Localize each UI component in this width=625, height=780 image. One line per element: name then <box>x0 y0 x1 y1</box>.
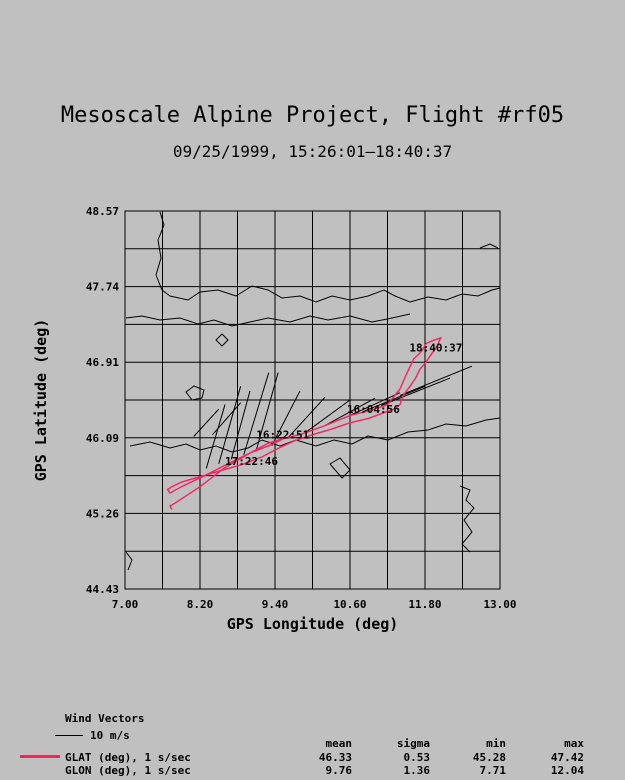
coastline-lake <box>185 385 205 401</box>
wind-vector <box>255 372 279 451</box>
y-tick-label: 48.57 <box>86 205 119 218</box>
plot-frame <box>124 210 501 590</box>
glat-sigma: 0.53 <box>403 751 431 764</box>
coastline-lake-north <box>125 313 411 327</box>
y-axis-label: GPS Latitude (deg) <box>32 319 50 482</box>
wind-vector <box>230 390 251 460</box>
wind-vector <box>362 385 426 413</box>
x-tick-label: 10.60 <box>333 598 366 611</box>
coastline-outlines <box>125 211 501 571</box>
y-tick-label: 46.09 <box>86 432 119 445</box>
x-tick-label: 13.00 <box>483 598 516 611</box>
x-axis-label: GPS Longitude (deg) <box>227 615 399 633</box>
x-tick-label: 9.40 <box>262 598 289 611</box>
x-tick-label: 8.20 <box>187 598 214 611</box>
glon-mean: 9.76 <box>325 764 353 777</box>
coastline-east <box>459 485 475 553</box>
coastline-ne <box>479 243 499 249</box>
y-tick-label: 45.26 <box>86 507 119 520</box>
wind-legend-line <box>55 735 83 736</box>
coastline-south <box>129 417 501 453</box>
chart-subtitle: 09/25/1999, 15:26:01–18:40:37 <box>172 142 453 161</box>
chart-title: Mesoscale Alpine Project, Flight #rf05 <box>60 103 565 128</box>
time-annotation: 16:04:56 <box>347 403 400 416</box>
y-tick-label: 47.74 <box>86 281 119 294</box>
glat-legend-label: GLAT (deg), 1 s/sec <box>65 751 191 764</box>
glat-min: 45.28 <box>472 751 506 764</box>
wind-vector <box>218 386 242 465</box>
stat-header-mean: mean <box>325 737 353 750</box>
x-tick-label: 7.00 <box>112 598 139 611</box>
wind-vector <box>305 399 351 433</box>
stat-header-sigma: sigma <box>396 737 430 750</box>
y-tick-label: 46.91 <box>86 356 119 369</box>
glat-mean: 46.33 <box>318 751 352 764</box>
wind-vector <box>271 390 301 446</box>
wind-vector <box>243 372 270 455</box>
glat-max: 47.42 <box>550 751 584 764</box>
wind-vector <box>193 408 220 437</box>
wind-vector <box>324 397 376 427</box>
wind-legend-title: Wind Vectors <box>65 712 145 725</box>
wind-vector <box>287 396 326 439</box>
coastline-north <box>155 211 501 303</box>
glat-legend-swatch <box>20 755 60 758</box>
x-tick-label: 11.80 <box>408 598 441 611</box>
wind-vector <box>399 365 473 396</box>
stat-header-min: min <box>486 737 506 750</box>
coastline-sw <box>125 551 133 571</box>
coastline-lake-2 <box>215 333 229 347</box>
wind-vector <box>205 404 226 469</box>
time-annotation: 18:40:37 <box>409 342 462 355</box>
glon-min: 7.71 <box>479 764 507 777</box>
time-annotation: 17:22:46 <box>225 455 278 468</box>
wind-vector <box>343 392 401 419</box>
y-tick-label: 44.43 <box>86 583 119 596</box>
time-annotation: 16:22:51 <box>256 428 309 441</box>
wind-vector <box>381 377 451 406</box>
wind-legend-scale: 10 m/s <box>90 729 130 742</box>
coastline-lake-3 <box>329 457 351 479</box>
glon-max: 12.04 <box>550 764 584 777</box>
flight-track-line <box>166 336 442 510</box>
stat-header-max: max <box>564 737 584 750</box>
wind-vector <box>212 402 242 436</box>
glon-legend-label: GLON (deg), 1 s/sec <box>65 764 191 777</box>
glon-sigma: 1.36 <box>403 764 431 777</box>
